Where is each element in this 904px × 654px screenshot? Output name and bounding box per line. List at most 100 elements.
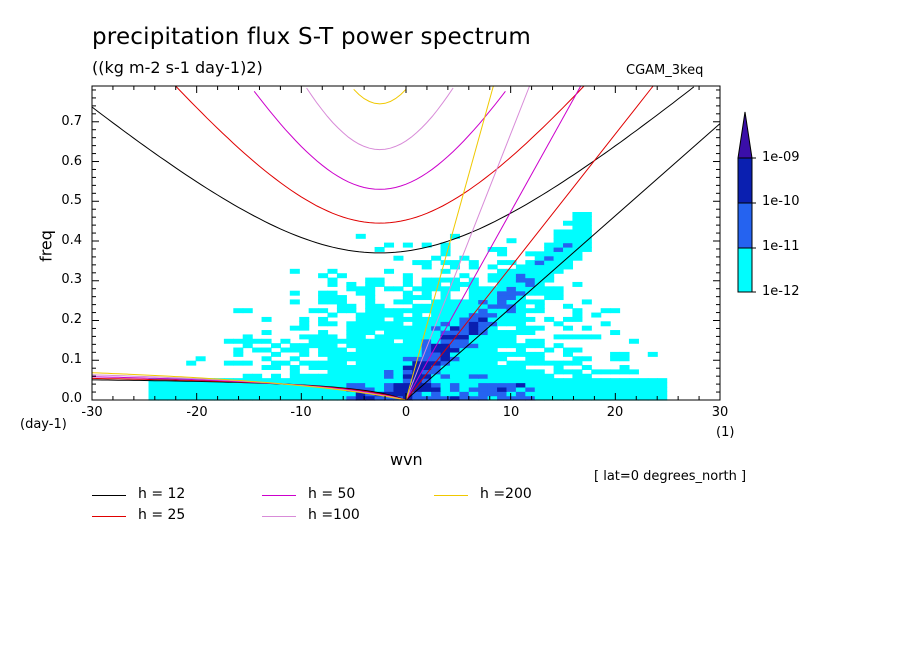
contour-cell — [525, 382, 536, 388]
contour-cell — [515, 391, 526, 397]
contour-cell — [440, 360, 451, 366]
contour-cell — [440, 321, 451, 327]
contour-cell — [628, 395, 639, 401]
contour-cell — [449, 330, 460, 336]
contour-cell — [515, 273, 526, 279]
contour-cell — [346, 365, 357, 370]
contour-cell — [506, 343, 517, 349]
contour-cell — [449, 386, 460, 392]
contour-cell — [534, 308, 545, 314]
contour-cell — [572, 216, 583, 222]
contour-cell — [365, 299, 376, 305]
contour-cell — [384, 330, 395, 336]
contour-cell — [195, 356, 206, 362]
contour-cell — [506, 395, 517, 401]
contour-cell — [459, 373, 470, 379]
contour-cell — [497, 365, 508, 370]
contour-cell — [365, 347, 376, 353]
contour-cell — [449, 325, 460, 331]
contour-cell — [459, 281, 470, 287]
contour-cell — [393, 391, 404, 397]
contour-cell — [459, 316, 470, 322]
contour-cell — [478, 338, 489, 344]
contour-cell — [525, 273, 536, 279]
contour-cell — [346, 378, 357, 384]
contour-cell — [515, 378, 526, 384]
contour-cell — [497, 303, 508, 309]
contour-cell — [252, 386, 263, 392]
contour-cell — [440, 330, 451, 336]
contour-cell — [393, 386, 404, 392]
contour-cell — [619, 369, 630, 375]
contour-cell — [346, 369, 357, 375]
contour-cell — [205, 386, 216, 392]
contour-cell — [563, 242, 574, 248]
contour-cell — [412, 312, 423, 318]
contour-cell — [374, 281, 385, 287]
contour-cell — [459, 347, 470, 353]
contour-cell — [318, 330, 329, 336]
contour-cell — [336, 360, 347, 366]
y-tick-label: 0.0 — [61, 391, 82, 406]
contour-cell — [440, 303, 451, 309]
contour-cell — [449, 395, 460, 401]
contour-cell — [515, 308, 526, 314]
contour-cell — [421, 382, 432, 388]
contour-cell — [497, 246, 508, 252]
contour-cell — [563, 378, 574, 384]
contour-cell — [449, 382, 460, 388]
contour-cell — [355, 351, 366, 357]
contour-cell — [402, 373, 413, 379]
contour-cell — [506, 373, 517, 379]
contour-cell — [563, 255, 574, 261]
contour-cell — [478, 316, 489, 322]
y-tick-label: 0.4 — [61, 233, 82, 248]
contour-cell — [525, 260, 536, 266]
contour-cell — [365, 321, 376, 327]
contour-cell — [223, 338, 234, 344]
contour-cell — [412, 386, 423, 392]
contour-cell — [393, 347, 404, 353]
contour-cell — [515, 360, 526, 366]
contour-cell — [440, 299, 451, 305]
contour-cell — [346, 343, 357, 349]
contour-cell — [299, 351, 310, 357]
contour-cell — [242, 308, 253, 314]
contour-cell — [534, 391, 545, 397]
contour-cell — [563, 251, 574, 257]
contour-cell — [261, 347, 272, 353]
contour-cell — [384, 321, 395, 327]
contour-cell — [553, 378, 564, 384]
contour-cell — [497, 338, 508, 344]
contour-cell — [440, 295, 451, 301]
contour-cell — [572, 386, 583, 392]
contour-cell — [619, 395, 630, 401]
contour-cell — [628, 378, 639, 384]
contour-cell — [459, 273, 470, 279]
contour-cell — [497, 295, 508, 301]
contour-cell — [318, 316, 329, 322]
contour-cell — [167, 391, 178, 397]
contour-cell — [374, 373, 385, 379]
contour-cell — [365, 365, 376, 370]
contour-cell — [355, 391, 366, 397]
contour-cell — [214, 382, 225, 388]
contour-cell — [148, 386, 159, 392]
contour-cell — [280, 382, 291, 388]
contour-cell — [487, 246, 498, 252]
contour-cell — [497, 356, 508, 362]
contour-cell — [487, 295, 498, 301]
contour-cell — [374, 386, 385, 392]
contour-cell — [346, 325, 357, 331]
contour-cell — [440, 351, 451, 357]
contour-cell — [393, 321, 404, 327]
contour-cell — [440, 395, 451, 401]
contour-cell — [393, 373, 404, 379]
contour-cell — [412, 260, 423, 266]
contour-cell — [619, 386, 630, 392]
chart-title: precipitation flux S-T power spectrum — [92, 24, 531, 50]
contour-cell — [195, 386, 206, 392]
contour-cell — [563, 260, 574, 266]
contour-cell — [647, 382, 658, 388]
contour-cell — [487, 308, 498, 314]
